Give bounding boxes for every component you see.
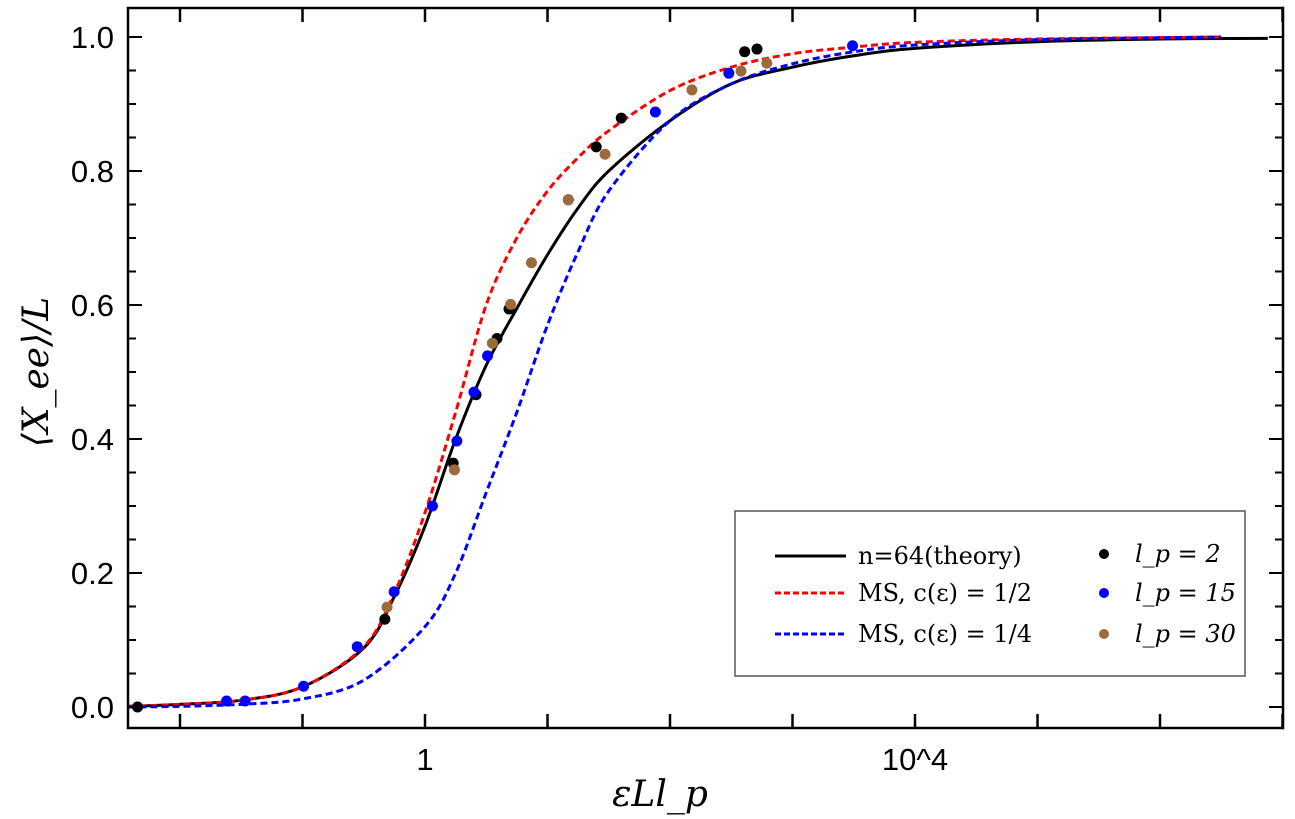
- x-tick-label-1: 1: [416, 742, 433, 777]
- legend-label-lp2: l_p = 2: [1135, 540, 1221, 568]
- data-point-series-2: [735, 65, 747, 77]
- data-point-series-1: [221, 695, 233, 707]
- data-point-series-1: [351, 641, 363, 653]
- y-axis-label: ⟨X_ee⟩/L: [16, 297, 57, 447]
- data-points: [132, 40, 859, 713]
- plot-frame: [126, 6, 1285, 730]
- data-point-series-1: [723, 67, 735, 79]
- data-point-series-2: [686, 84, 698, 96]
- data-point-series-1: [482, 350, 494, 362]
- legend-marker-lp15: [1099, 588, 1109, 598]
- data-point-series-1: [239, 695, 251, 707]
- x-tick-label-10e4: 10^4: [882, 742, 948, 777]
- data-point-series-2: [381, 601, 393, 613]
- data-point-series-2: [599, 148, 611, 160]
- data-point-series-0: [739, 46, 751, 58]
- data-point-series-1: [426, 500, 438, 512]
- data-point-series-2: [761, 57, 773, 69]
- legend: n=64(theory) MS, c(ε) = 1/2 MS, c(ε) = 1…: [734, 510, 1246, 677]
- tick-labels: 1 10^4 0.0 0.2 0.4 0.6 0.8 1.0: [71, 20, 948, 777]
- data-point-series-0: [751, 43, 763, 55]
- data-point-series-2: [505, 298, 517, 310]
- data-point-series-2: [448, 464, 460, 476]
- legend-label-ms-half: MS, c(ε) = 1/2: [858, 579, 1032, 607]
- curves: [128, 35, 1268, 709]
- data-point-series-1: [649, 106, 661, 118]
- y-tick-label: 0.6: [71, 288, 114, 323]
- data-point-series-0: [590, 141, 602, 153]
- x-axis-label: εLl_p: [612, 774, 708, 815]
- y-tick-label: 0.8: [71, 154, 114, 189]
- legend-label-theory: n=64(theory): [858, 542, 1022, 570]
- y-tick-label: 0.0: [71, 690, 114, 725]
- data-point-series-0: [379, 613, 391, 625]
- curve-1: [128, 35, 1222, 708]
- legend-marker-lp2: [1099, 549, 1109, 559]
- legend-label-ms-quarter: MS, c(ε) = 1/4: [858, 620, 1032, 648]
- y-tick-label: 0.4: [71, 422, 114, 457]
- ticks: [128, 8, 1284, 728]
- data-point-series-1: [847, 40, 859, 52]
- legend-label-lp15: l_p = 15: [1135, 579, 1236, 607]
- data-point-series-1: [468, 386, 480, 398]
- data-point-series-2: [486, 337, 498, 349]
- data-point-series-1: [451, 435, 463, 447]
- legend-label-lp30: l_p = 30: [1135, 620, 1236, 648]
- data-point-series-1: [298, 680, 310, 692]
- y-tick-label: 0.2: [71, 556, 114, 591]
- data-point-series-2: [525, 257, 537, 269]
- legend-marker-lp30: [1099, 629, 1109, 639]
- data-point-series-2: [562, 194, 574, 206]
- data-point-series-0: [615, 112, 627, 124]
- data-point-series-1: [388, 586, 400, 598]
- y-tick-label: 1.0: [71, 20, 114, 55]
